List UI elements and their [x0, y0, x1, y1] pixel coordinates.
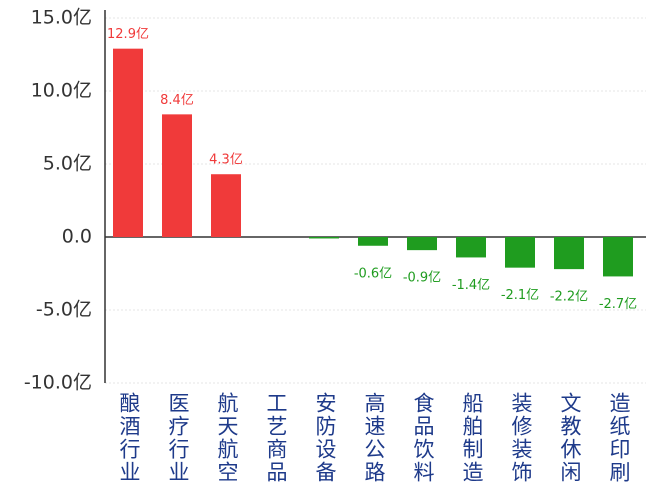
value-label: 12.9亿 — [107, 27, 149, 42]
x-tick-label: 航天航空 — [215, 392, 239, 484]
y-tick-label: 0.0 — [62, 226, 92, 248]
y-tick-label: 5.0亿 — [43, 153, 92, 175]
x-tick-label: 文教休闲 — [558, 392, 582, 484]
bar — [309, 237, 339, 239]
x-tick-label: 高速公路 — [362, 392, 386, 484]
value-label: -2.7亿 — [599, 297, 637, 312]
value-label: -0.6亿 — [354, 266, 392, 281]
x-tick-label: 医疗行业 — [166, 392, 190, 484]
x-tick-label: 装修装饰 — [509, 392, 533, 484]
x-tick-label: 安防设备 — [313, 392, 337, 484]
x-tick-label: 食品饮料 — [411, 392, 435, 484]
bar — [211, 174, 241, 237]
value-label: 8.4亿 — [160, 93, 194, 108]
value-label: -2.1亿 — [501, 288, 539, 303]
x-tick-label: 酿酒行业 — [117, 392, 141, 484]
value-label: -2.2亿 — [550, 290, 588, 305]
bar — [505, 237, 535, 268]
y-tick-label: 10.0亿 — [31, 80, 92, 102]
value-label: 4.3亿 — [209, 153, 243, 168]
y-tick-label: 15.0亿 — [31, 7, 92, 29]
y-tick-label: -10.0亿 — [24, 372, 92, 394]
bar — [113, 48, 143, 237]
bar — [456, 237, 486, 258]
x-tick-label: 船舶制造 — [460, 392, 484, 484]
bar — [162, 114, 192, 237]
x-tick-label: 工艺商品 — [264, 392, 288, 484]
y-tick-label: -5.0亿 — [36, 299, 92, 321]
bar — [554, 237, 584, 270]
value-label: -1.4亿 — [452, 278, 490, 293]
bar — [603, 237, 633, 277]
value-label: -0.9亿 — [403, 271, 441, 286]
x-tick-label: 造纸印刷 — [607, 392, 631, 484]
bar — [407, 237, 437, 251]
bar — [358, 237, 388, 246]
